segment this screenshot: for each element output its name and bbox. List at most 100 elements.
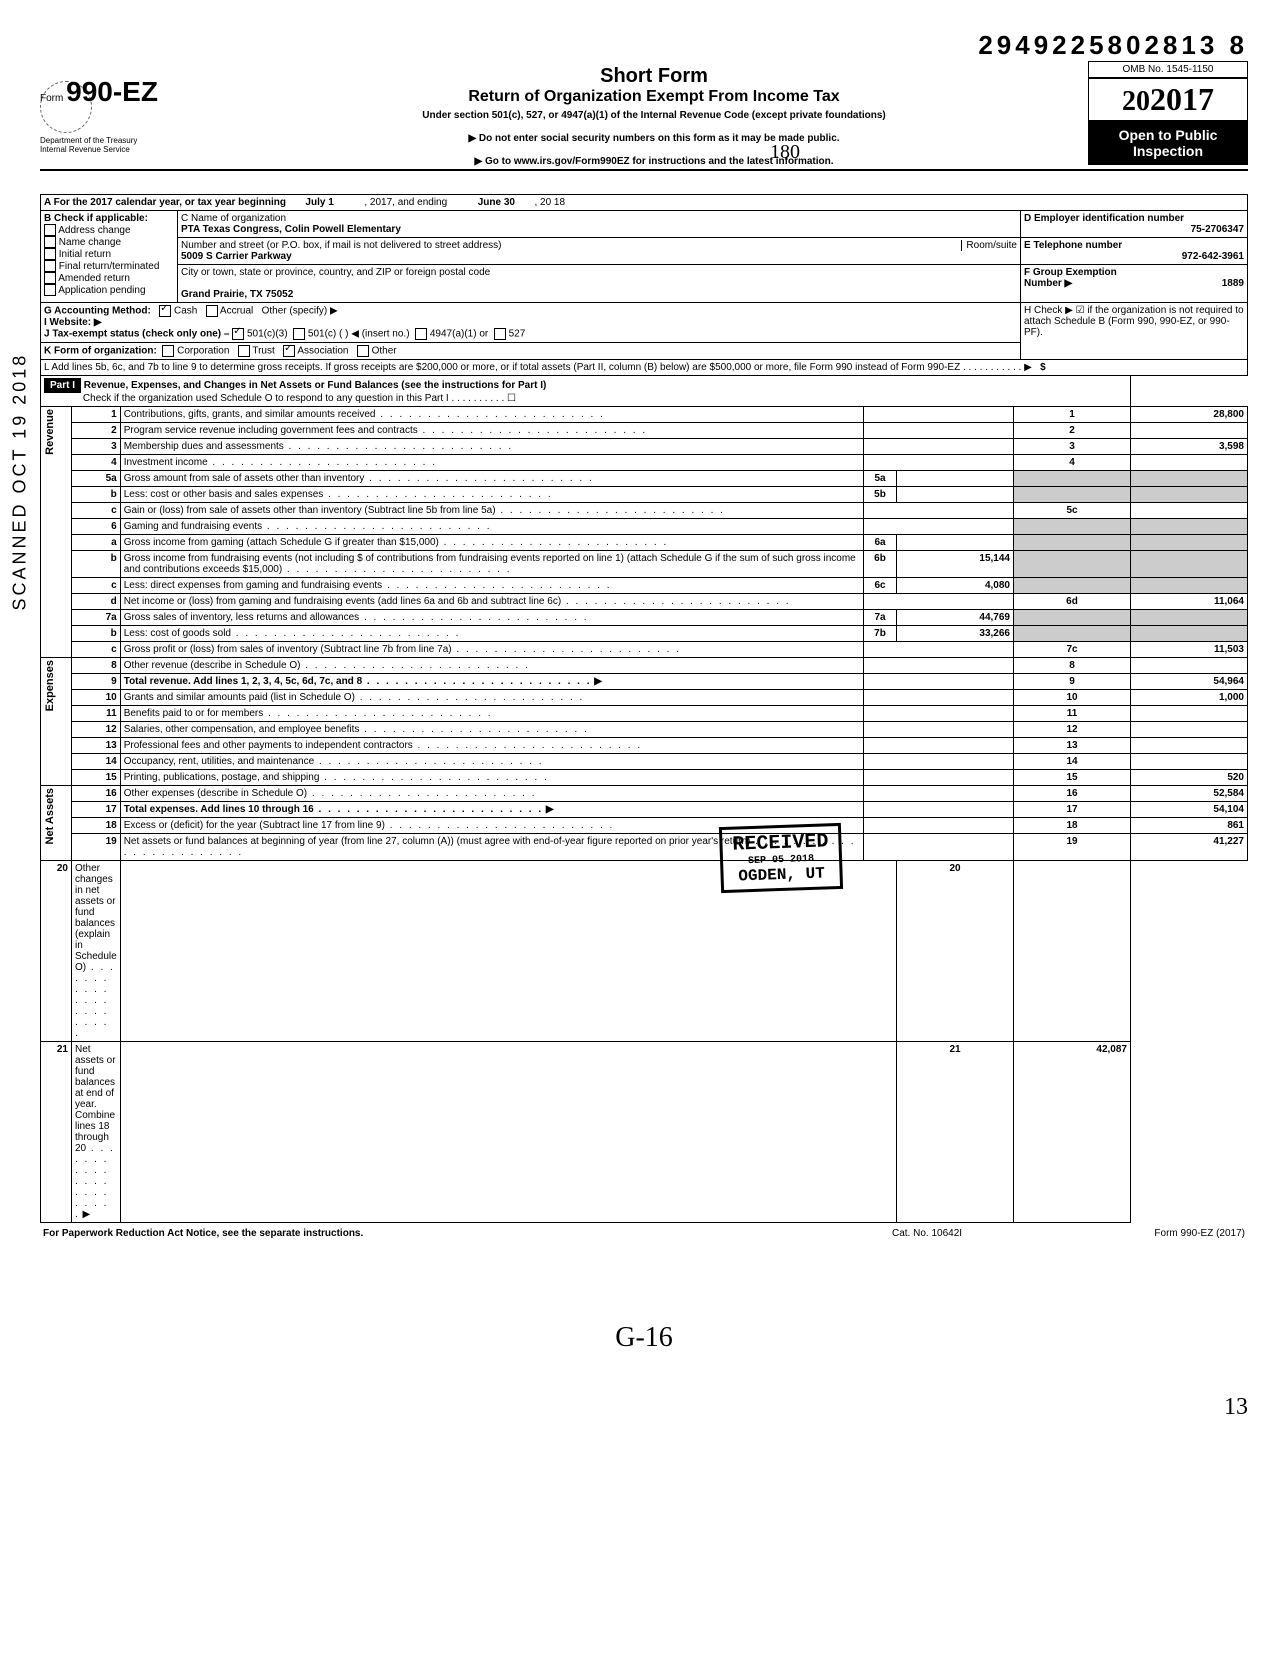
sec-netassets: Net Assets [44,788,56,844]
b-item: Initial return [59,249,111,260]
cb-527[interactable] [494,328,506,340]
line-amt: 52,584 [1131,786,1248,802]
cb-name-change[interactable] [44,236,56,248]
k1: Corporation [177,346,229,357]
cb-501c[interactable] [293,328,305,340]
line-text: Salaries, other compensation, and employ… [124,724,360,735]
line-text: Gain or (loss) from sale of assets other… [124,505,496,516]
cb-cash[interactable] [159,305,171,317]
received-stamp: RECEIVED SEP 05 2018 OGDEN, UT [719,823,843,893]
line-num: 2 [1014,423,1131,439]
line-no: 11 [72,706,121,722]
F-label: F Group Exemption Number ▶ [1024,267,1117,289]
line-text: Gross profit or (loss) from sales of inv… [124,644,452,655]
cb-accrual[interactable] [206,305,218,317]
line-text: Excess or (deficit) for the year (Subtra… [124,820,385,831]
line-no: 7a [72,610,121,626]
rowA-label: A For the 2017 calendar year, or tax yea… [44,197,286,208]
K: K Form of organization: [44,346,157,357]
line-no: b [72,487,121,503]
k4: Other [372,346,397,357]
G: G Accounting Method: [44,306,151,317]
box-num: 6b [864,551,897,578]
line-text: Membership dues and assessments [124,441,284,452]
cb-501c3[interactable] [232,328,244,340]
line-num: 21 [897,1042,1014,1223]
line-text: Net assets or fund balances at beginning… [124,836,751,847]
dln: 2949225802813 8 [40,30,1248,61]
g-cash: Cash [174,306,197,317]
line-no: 19 [72,834,121,861]
instr1: ▶ Do not enter social security numbers o… [220,133,1088,144]
line-amt: 42,087 [1014,1042,1131,1223]
j3: 4947(a)(1) or [430,329,488,340]
stamp-l1: RECEIVED [732,830,829,856]
tax-year: 202017 [1088,78,1248,121]
D-label: D Employer identification number [1024,213,1184,224]
rowA-yr: , 20 18 [534,197,565,208]
b-item: Name change [59,237,121,248]
form-label: Form [40,93,63,104]
cb-assoc[interactable] [283,345,295,357]
line-amt: 11,064 [1131,594,1248,610]
cb-final-return-terminated[interactable] [44,260,56,272]
k2: Trust [252,346,274,357]
box-val: 15,144 [897,551,1014,578]
line-no: 17 [72,802,121,818]
line-no: 14 [72,754,121,770]
line-no: 12 [72,722,121,738]
line-no: b [72,551,121,578]
line-amt [1131,722,1248,738]
sec-expenses: Expenses [44,660,56,711]
box-num: 7b [864,626,897,642]
b-item: Application pending [58,285,145,296]
I: I Website: ▶ [44,317,102,328]
cb-amended-return[interactable] [44,272,56,284]
line-num: 5c [1014,503,1131,519]
j1: 501(c)(3) [247,329,288,340]
line-no: a [72,535,121,551]
line-amt: 54,964 [1131,674,1248,690]
hand-180: 180 [770,141,800,163]
box-val [897,487,1014,503]
box-num: 6a [864,535,897,551]
J: J Tax-exempt status (check only one) – [44,329,229,340]
cb-other[interactable] [357,345,369,357]
line-no: 2 [72,423,121,439]
cb-trust[interactable] [238,345,250,357]
line-no: 10 [72,690,121,706]
form-number: 990-EZ [66,76,158,107]
H: H Check ▶ ☑ if the organization is not r… [1024,305,1244,338]
city-label: City or town, state or province, country… [181,267,490,278]
line-text: Printing, publications, postage, and shi… [124,772,320,783]
line-text: Net assets or fund balances at end of ye… [75,1044,116,1154]
line-text: Less: cost of goods sold [124,628,231,639]
cb-initial-return[interactable] [44,248,56,260]
line-amt [1131,503,1248,519]
box-val: 33,266 [897,626,1014,642]
line-num: 16 [1014,786,1131,802]
footer-r: Form 990-EZ (2017) [1018,1227,1246,1240]
line-num: 12 [1014,722,1131,738]
line-text: Gross income from gaming (attach Schedul… [124,537,439,548]
line-text: Contributions, gifts, grants, and simila… [124,409,376,420]
line-no: 9 [72,674,121,690]
box-num: 6c [864,578,897,594]
line-num: 6d [1014,594,1131,610]
L: L Add lines 5b, 6c, and 7b to line 9 to … [44,362,1032,373]
line-text: Benefits paid to or for members [124,708,264,719]
line-no: d [72,594,121,610]
cb-application-pending[interactable] [44,284,56,296]
line-no: 15 [72,770,121,786]
cb-address-change[interactable] [44,224,56,236]
line-num: 11 [1014,706,1131,722]
line-amt: 54,104 [1131,802,1248,818]
line-amt [1131,658,1248,674]
footer-m: Cat. No. 10642I [838,1227,1016,1240]
line-text: Other revenue (describe in Schedule O) [124,660,301,671]
cb-corp[interactable] [162,345,174,357]
line-amt [1131,706,1248,722]
line-no: 18 [72,818,121,834]
line-no: 16 [72,786,121,802]
cb-4947[interactable] [415,328,427,340]
